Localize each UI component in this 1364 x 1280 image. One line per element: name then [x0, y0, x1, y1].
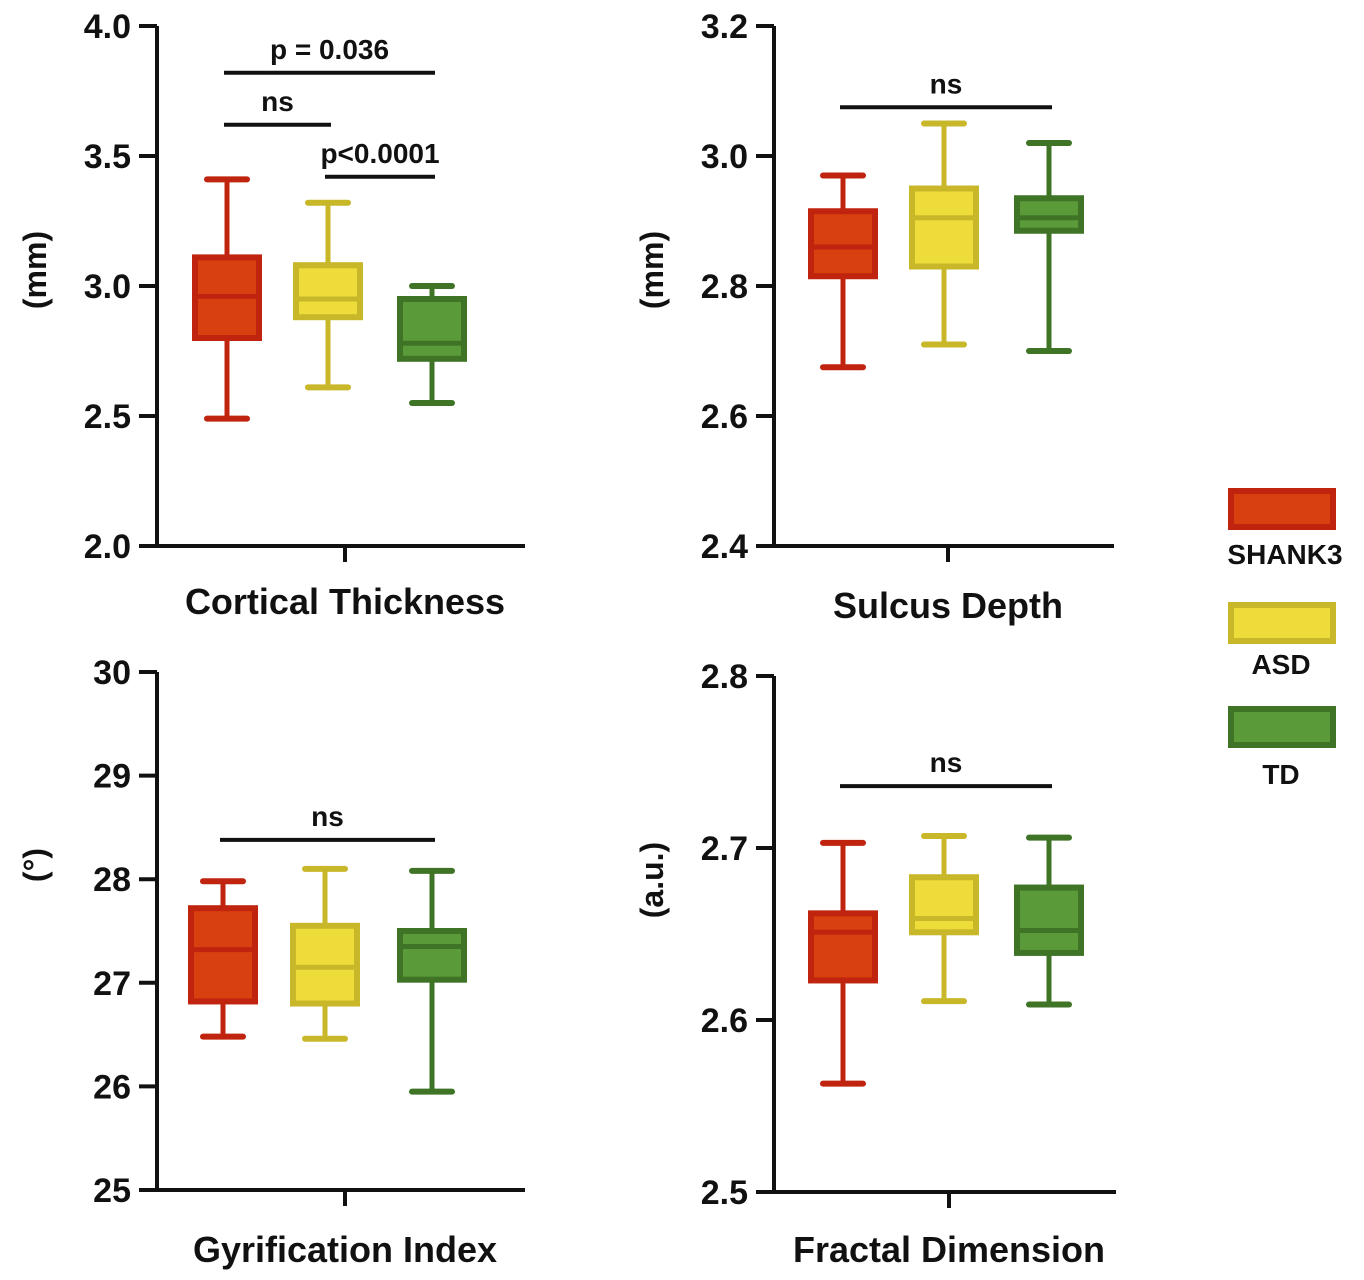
box-asd: [290, 865, 360, 1042]
y-axis-label: (mm): [17, 231, 53, 309]
y-tick-label: 3.0: [84, 268, 131, 306]
box-asd: [909, 832, 979, 1005]
box-td: [1014, 140, 1084, 354]
y-tick-label: 2.4: [701, 528, 748, 566]
legend: SHANK3 ASD TD: [1227, 488, 1343, 790]
significance-label: ns: [261, 86, 294, 117]
y-tick-label: 2.0: [84, 528, 131, 566]
significance-label: ns: [930, 747, 963, 778]
chart-panel-2: 2.4 2.6 2.8 3.0 3.2 (mm) Sulcus Depth ns: [634, 8, 1114, 626]
iqr-box: [188, 905, 258, 1005]
y-tick-label: 3.5: [84, 138, 131, 176]
box-td: [1014, 834, 1084, 1008]
legend-label-td: TD: [1262, 759, 1299, 790]
y-tick-label: 2.7: [701, 830, 748, 868]
y-axis-label: (°): [17, 848, 53, 882]
legend-swatch-asd: [1228, 602, 1336, 644]
x-axis-label: Cortical Thickness: [185, 581, 505, 622]
box-asd: [293, 199, 363, 391]
y-axis-label: (mm): [634, 231, 670, 309]
legend-label-shank3: SHANK3: [1227, 539, 1342, 570]
y-tick-label: 2.5: [701, 1174, 748, 1212]
iqr-box: [290, 922, 360, 1007]
x-axis-label: Fractal Dimension: [793, 1229, 1105, 1270]
box-shank3: [192, 176, 262, 422]
significance-label: p<0.0001: [320, 138, 439, 169]
y-tick-label: 3.2: [701, 8, 748, 46]
legend-swatch-td: [1228, 706, 1336, 748]
box-td: [397, 283, 467, 406]
y-tick-label: 28: [93, 861, 131, 899]
significance-label: ns: [311, 801, 344, 832]
chart-panel-4: 2.5 2.6 2.7 2.8 (a.u.) Fractal Dimension ns: [634, 658, 1116, 1270]
y-tick-label: 4.0: [84, 8, 131, 46]
y-tick-label: 25: [93, 1172, 131, 1210]
y-tick-label: 2.8: [701, 658, 748, 696]
y-tick-label: 2.6: [701, 1002, 748, 1040]
chart-panels: 2.0 2.5 3.0 3.5 4.0 (mm) Cortical Thickness p =…: [17, 8, 1116, 1270]
significance-label: ns: [930, 68, 963, 99]
legend-swatch-shank3: [1228, 488, 1336, 530]
y-tick-label: 2.6: [701, 398, 748, 436]
iqr-box: [909, 185, 979, 270]
significance-label: p = 0.036: [270, 34, 389, 65]
y-tick-label: 27: [93, 965, 131, 1003]
iqr-box: [1014, 195, 1084, 234]
legend-label-asd: ASD: [1251, 649, 1310, 680]
box-asd: [909, 120, 979, 348]
iqr-box: [397, 928, 467, 983]
iqr-box: [909, 874, 979, 936]
chart-panel-1: 2.0 2.5 3.0 3.5 4.0 (mm) Cortical Thickness p =…: [17, 8, 525, 622]
y-tick-label: 2.5: [84, 398, 131, 436]
box-shank3: [188, 878, 258, 1040]
y-tick-label: 3.0: [701, 138, 748, 176]
y-tick-label: 29: [93, 758, 131, 796]
y-tick-label: 30: [93, 654, 131, 692]
iqr-box: [808, 910, 878, 984]
box-td: [397, 867, 467, 1095]
iqr-box: [808, 208, 878, 280]
iqr-box: [293, 262, 363, 321]
iqr-box: [397, 296, 467, 362]
x-axis-label: Gyrification Index: [193, 1229, 497, 1270]
y-tick-label: 2.8: [701, 268, 748, 306]
iqr-box: [1014, 884, 1084, 956]
y-tick-label: 26: [93, 1068, 131, 1106]
chart-panel-3: 25 26 27 28 29 30 (°) Gyrification Index ns: [17, 654, 525, 1270]
box-shank3: [808, 839, 878, 1087]
box-shank3: [808, 172, 878, 371]
y-axis-label: (a.u.): [634, 842, 670, 918]
x-axis-label: Sulcus Depth: [833, 585, 1063, 626]
